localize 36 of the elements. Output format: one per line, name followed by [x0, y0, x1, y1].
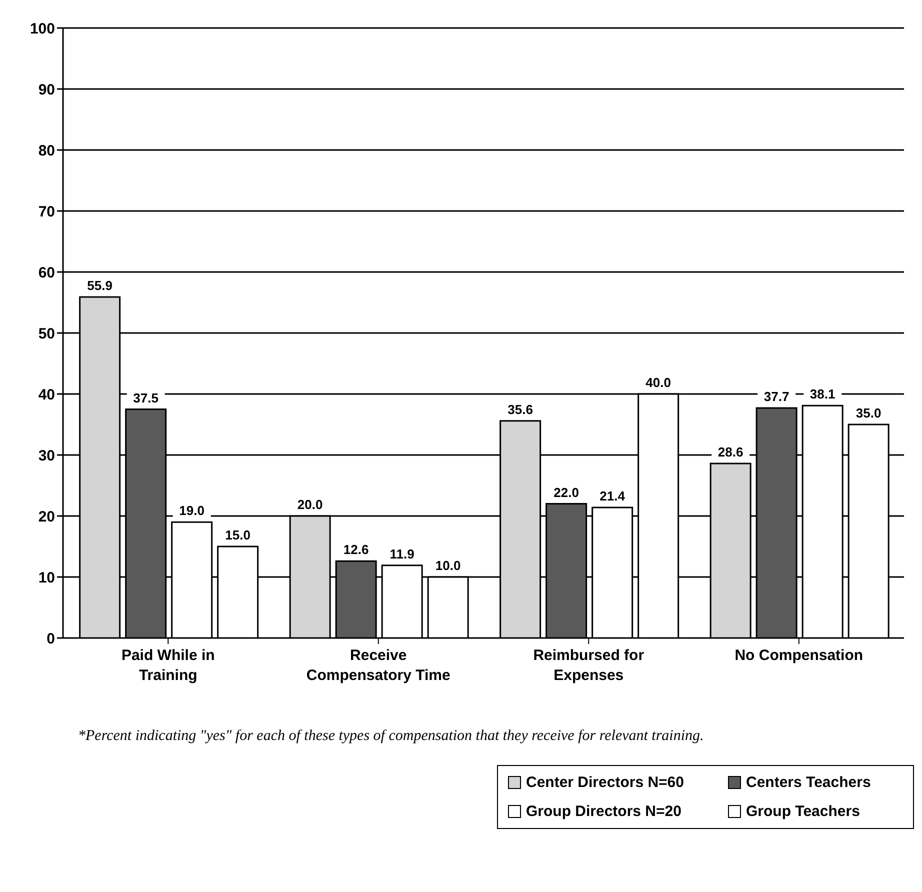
data-label: 19.0 — [179, 503, 204, 518]
legend-label: Group Teachers — [745, 803, 861, 820]
x-tick-label: Reimbursed for Expenses — [533, 647, 644, 684]
x-tick-label: Paid While in Training — [121, 647, 215, 684]
y-tick-label: 100 — [30, 20, 55, 38]
legend-label: Centers Teachers — [745, 774, 872, 791]
legend-label: Group Directors N=20 — [525, 803, 682, 820]
legend-label: Center Directors N=60 — [525, 774, 685, 791]
x-tick-label: No Compensation — [734, 647, 864, 664]
data-label: 28.6 — [718, 444, 744, 460]
data-label: 38.1 — [810, 386, 836, 402]
y-tick-label: 0 — [46, 630, 55, 648]
y-tick-label: 10 — [38, 569, 55, 586]
data-label: 22.0 — [554, 484, 579, 500]
data-label: 10.0 — [435, 558, 461, 573]
y-tick-label: 60 — [38, 264, 55, 282]
data-label: 35.6 — [508, 402, 533, 417]
data-label: 11.9 — [390, 546, 414, 562]
text: *Percent indicating "yes" for each of these types of compensation that they receive for relevant training. — [78, 728, 705, 745]
data-label: 35.0 — [856, 406, 882, 420]
data-label: 20.0 — [297, 497, 323, 512]
y-tick-label: 30 — [38, 447, 55, 464]
data-label: 21.4 — [600, 488, 626, 504]
data-label: 15.0 — [225, 528, 250, 542]
y-tick-label: 80 — [38, 142, 55, 160]
data-label: 12.6 — [343, 542, 369, 558]
y-tick-label: 50 — [38, 325, 55, 342]
data-label: 37.7 — [764, 389, 790, 404]
y-tick-label: 70 — [38, 203, 55, 220]
data-label: 40.0 — [646, 375, 671, 390]
y-tick-label: 90 — [38, 81, 55, 98]
x-tick-label: Receive Compensatory Time — [306, 647, 450, 684]
y-tick-label: 20 — [38, 508, 55, 526]
y-tick-label: 40 — [38, 386, 55, 404]
data-label: 55.9 — [87, 278, 112, 294]
data-label: 37.5 — [133, 390, 158, 406]
